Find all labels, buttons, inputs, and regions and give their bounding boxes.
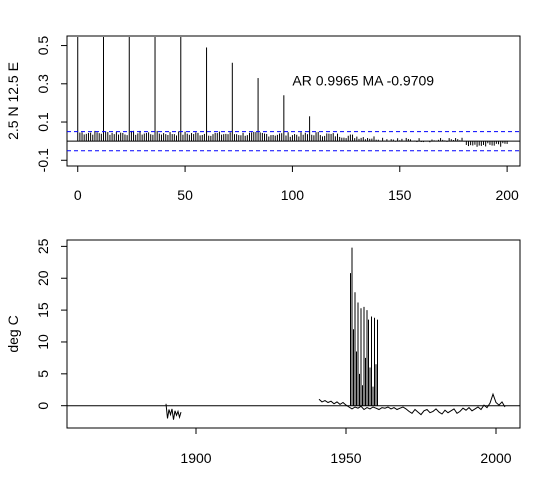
temperature-panel: 1900 1950 2000 0 5 10 15 20 25 deg C bbox=[5, 238, 521, 466]
x-tick-label: 50 bbox=[177, 187, 193, 203]
y-tick-label: 10 bbox=[35, 334, 51, 350]
acf-panel: 0 50 100 150 200 -0.1 0.1 0.3 0.5 2.5 N 12.5 E AR … bbox=[5, 35, 521, 203]
x-tick-label: 200 bbox=[495, 187, 519, 203]
temperature-series-segment bbox=[165, 403, 182, 420]
x-tick-label: 0 bbox=[74, 187, 82, 203]
y-tick-label: -0.1 bbox=[35, 148, 51, 172]
y-tick-label: 0.5 bbox=[35, 36, 51, 56]
y-tick-label: 15 bbox=[35, 302, 51, 318]
y-tick-label: 0.3 bbox=[35, 74, 51, 94]
x-tick-label: 1900 bbox=[180, 450, 211, 466]
temperature-series-segment bbox=[318, 392, 506, 416]
plot-frame bbox=[66, 35, 521, 167]
acf-bars bbox=[77, 37, 508, 147]
y-tick-label: 0 bbox=[35, 402, 51, 410]
x-tick-label: 1950 bbox=[330, 450, 361, 466]
y-axis-label: 2.5 N 12.5 E bbox=[5, 62, 21, 140]
y-tick-label: 25 bbox=[35, 238, 51, 254]
x-tick-label: 100 bbox=[281, 187, 305, 203]
y-axis-label: deg C bbox=[5, 315, 21, 352]
y-tick-label: 0.1 bbox=[35, 112, 51, 132]
model-annotation: AR 0.9965 MA -0.9709 bbox=[292, 73, 434, 89]
plot-frame bbox=[66, 239, 521, 429]
y-tick-label: 5 bbox=[35, 370, 51, 378]
y-tick-label: 20 bbox=[35, 270, 51, 286]
x-tick-label: 2000 bbox=[480, 450, 511, 466]
x-tick-label: 150 bbox=[388, 187, 412, 203]
